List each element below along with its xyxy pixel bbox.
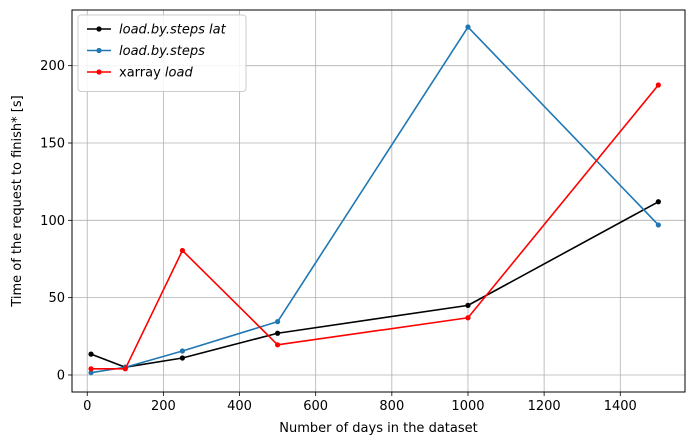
data-point	[655, 82, 661, 88]
y-axis-label: Time of the request to finish* [s]	[10, 95, 25, 307]
x-tick-label: 1200	[528, 399, 561, 414]
data-point	[465, 315, 471, 321]
legend-marker	[96, 47, 102, 54]
x-tick-label: 0	[83, 399, 91, 414]
data-point	[88, 351, 94, 357]
series-1	[88, 199, 661, 370]
legend-marker	[96, 69, 102, 75]
x-axis-label: Number of days in the dataset	[279, 421, 477, 436]
x-tick-label: 1000	[451, 399, 484, 414]
y-tick-label: 100	[40, 214, 65, 229]
legend-label: xarray load	[119, 66, 193, 81]
x-tick-label: 1400	[604, 399, 637, 414]
legend-label: load.by.steps lat	[119, 23, 227, 38]
data-point	[179, 355, 186, 361]
data-point	[179, 348, 186, 354]
y-tick-label: 0	[57, 368, 65, 383]
data-point	[179, 247, 186, 254]
series-3	[88, 82, 661, 372]
series-layer	[88, 24, 661, 376]
x-tick-label: 600	[303, 399, 328, 414]
data-point	[122, 366, 128, 372]
data-point	[655, 222, 661, 228]
data-point	[275, 319, 281, 325]
legend-marker	[96, 26, 102, 32]
data-point	[655, 199, 661, 205]
series-line	[90, 201, 659, 369]
legend-label: load.by.steps	[119, 44, 205, 59]
legend: load.by.steps lat load.by.steps xarray loa…	[77, 14, 247, 92]
series-line	[91, 84, 659, 370]
y-tick-label: 50	[48, 291, 65, 306]
legend-entry: xarray load	[87, 66, 193, 81]
x-tick-label: 800	[379, 399, 404, 414]
data-point	[88, 366, 94, 372]
grid-lines	[72, 10, 685, 392]
x-tick-label: 400	[227, 399, 252, 414]
y-axis-ticks: 0 50 100 150 200	[40, 59, 72, 383]
x-axis-ticks: 0 200 400 600 800 1000 1200 1400	[83, 392, 637, 414]
legend-entry: load.by.steps	[87, 44, 205, 59]
data-point	[275, 342, 281, 348]
data-point	[465, 302, 471, 308]
x-tick-label: 200	[151, 399, 176, 414]
y-tick-label: 200	[40, 59, 65, 74]
legend-box	[77, 14, 247, 92]
data-point	[88, 370, 94, 376]
y-tick-label: 150	[40, 137, 65, 152]
plot-area-frame	[71, 9, 686, 393]
data-point	[275, 330, 281, 336]
data-point	[465, 24, 471, 30]
legend-entry: load.by.steps lat	[87, 23, 227, 38]
